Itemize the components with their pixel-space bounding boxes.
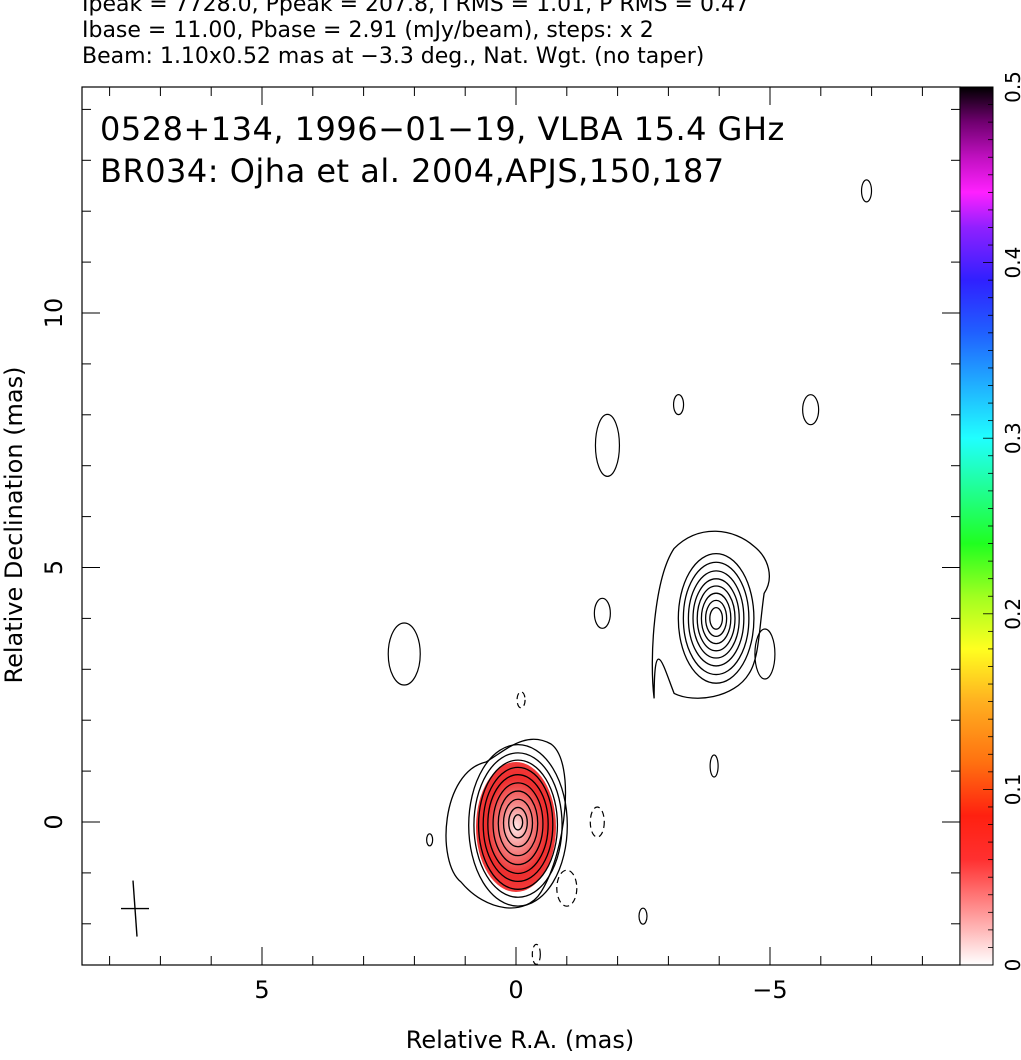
- small-contour: [709, 754, 719, 778]
- colorbar-tick-label: 0.1: [1001, 773, 1021, 805]
- header-line-1: Ipeak = 7728.0, Ppeak = 207.8, I RMS = 1…: [82, 0, 749, 17]
- jet-contour: [687, 570, 745, 667]
- core-contour: [477, 759, 559, 890]
- small-contour: [426, 833, 434, 847]
- colorbar-tick-label: 0.5: [1001, 71, 1021, 103]
- small-contour: [754, 628, 776, 680]
- small-contour: [594, 413, 621, 477]
- colorbar-tick-label: 0: [1001, 959, 1021, 972]
- small-contour: [802, 394, 820, 426]
- x-tick-label: 0: [508, 976, 523, 1004]
- core-contour: [502, 798, 534, 848]
- y-tick-label: 0: [40, 814, 68, 829]
- colorbar: [959, 86, 994, 966]
- y-axis-label: Relative Declination (mas): [0, 366, 28, 684]
- header-line-3: Beam: 1.10x0.52 mas at −3.3 deg., Nat. W…: [82, 44, 705, 69]
- core-contour: [468, 744, 568, 907]
- negative-contour: [531, 943, 541, 965]
- colorbar-tick-label: 0.4: [1001, 247, 1021, 279]
- negative-contour: [589, 806, 605, 838]
- small-contour: [593, 597, 611, 629]
- source-annotation: 0528+134, 1996−01−19, VLBA 15.4 GHz: [100, 110, 785, 148]
- jet-contour: [651, 530, 770, 699]
- jet-contour: [677, 552, 755, 684]
- jet-contour: [704, 599, 728, 638]
- jet-contour: [696, 585, 736, 652]
- small-contour: [672, 394, 685, 416]
- small-contour: [860, 179, 873, 203]
- x-tick-label: 5: [254, 976, 269, 1004]
- header-line-2: Ibase = 11.00, Pbase = 2.91 (mJy/beam), …: [82, 18, 654, 43]
- x-tick-label: −5: [752, 976, 787, 1004]
- jet-contour: [682, 561, 750, 676]
- core-contour: [508, 806, 528, 839]
- negative-contour: [516, 691, 526, 709]
- core-contour: [487, 774, 549, 875]
- x-axis-label: Relative R.A. (mas): [405, 1026, 635, 1054]
- colorbar-tick-label: 0.2: [1001, 598, 1021, 630]
- y-tick-label: 5: [40, 560, 68, 575]
- negative-contour: [556, 869, 578, 907]
- reference-annotation: BR034: Ojha et al. 2004,APJS,150,187: [100, 152, 725, 190]
- jet-contour: [700, 592, 732, 645]
- core-contour: [445, 738, 567, 909]
- core-contour: [512, 814, 524, 831]
- small-contour: [387, 622, 421, 686]
- core-contour: [492, 782, 544, 866]
- y-tick-label: 10: [40, 298, 68, 329]
- small-contour: [638, 907, 648, 925]
- core-contour: [482, 766, 554, 883]
- core-contour: [473, 752, 563, 898]
- core-contour: [497, 790, 539, 857]
- colorbar-tick-label: 0.3: [1001, 422, 1021, 454]
- jet-contour: [709, 606, 724, 630]
- jet-contour: [692, 578, 740, 659]
